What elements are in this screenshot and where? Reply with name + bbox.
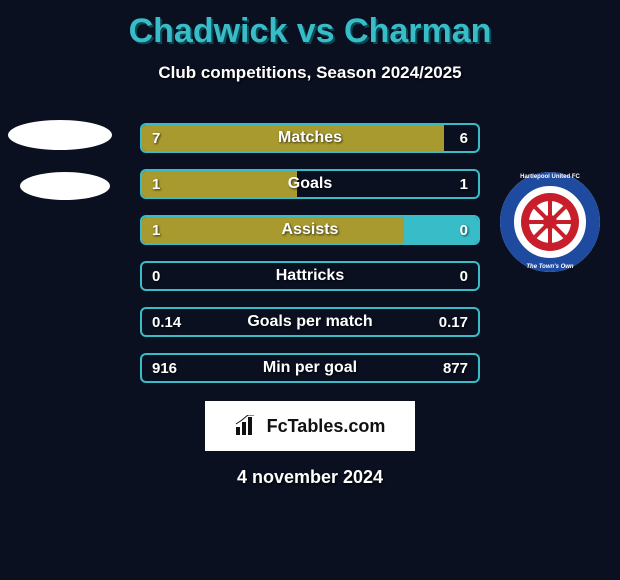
stat-label: Goals per match [142, 309, 478, 335]
stat-row: 11Goals [140, 169, 480, 199]
snapshot-date: 4 november 2024 [0, 467, 620, 488]
comparison-subtitle: Club competitions, Season 2024/2025 [0, 63, 620, 83]
club-badge: Hartlepool United FC The Town's Own [500, 172, 600, 272]
badge-top-text: Hartlepool United FC [500, 174, 600, 180]
stat-label: Goals [142, 171, 478, 197]
stat-label: Hattricks [142, 263, 478, 289]
brand-text: FcTables.com [267, 416, 386, 437]
placeholder-ellipse [8, 120, 112, 150]
comparison-title: Chadwick vs Charman [0, 0, 620, 51]
left-club-logo [8, 120, 112, 222]
stat-row: 00Hattricks [140, 261, 480, 291]
stats-bars: 76Matches 11Goals 10Assists 00Hattricks 0.14… [140, 123, 480, 383]
stat-label: Min per goal [142, 355, 478, 381]
stat-label: Matches [142, 125, 478, 151]
stat-row: 0.140.17Goals per match [140, 307, 480, 337]
right-club-logo: Hartlepool United FC The Town's Own [500, 172, 600, 272]
stat-row: 10Assists [140, 215, 480, 245]
stat-row: 76Matches [140, 123, 480, 153]
stat-row: 916877Min per goal [140, 353, 480, 383]
ship-wheel-icon [521, 193, 579, 251]
badge-bottom-text: The Town's Own [500, 264, 600, 270]
bar-chart-icon [235, 415, 261, 437]
placeholder-ellipse [20, 172, 110, 200]
brand-footer[interactable]: FcTables.com [205, 401, 415, 451]
stat-label: Assists [142, 217, 478, 243]
